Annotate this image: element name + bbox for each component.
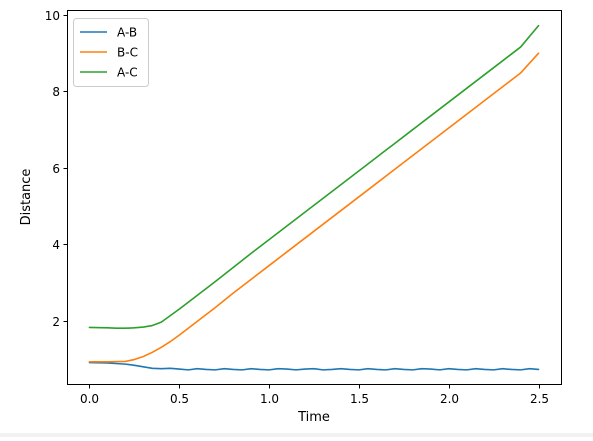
bottom-strip bbox=[0, 433, 593, 437]
series-line-b-c bbox=[88, 52, 540, 363]
y-axis-ticks: 2 4 6 8 10 bbox=[45, 9, 68, 329]
x-tick-label: 0.5 bbox=[170, 392, 189, 406]
y-tick-label: 4 bbox=[52, 238, 60, 252]
series-line-a-b bbox=[88, 361, 540, 371]
x-tick-label: 2.0 bbox=[440, 392, 459, 406]
x-tick-label: 2.5 bbox=[530, 392, 549, 406]
x-axis-label: Time bbox=[297, 410, 330, 425]
y-tick-label: 10 bbox=[45, 9, 60, 23]
legend-label: A-C bbox=[117, 66, 138, 80]
legend-entries: A-B B-C A-C bbox=[80, 26, 138, 80]
y-tick-label: 2 bbox=[52, 315, 60, 329]
legend-label: A-B bbox=[117, 26, 137, 40]
legend-box bbox=[73, 18, 149, 87]
x-axis-ticks: 0.0 0.5 1.0 1.5 2.0 2.5 bbox=[80, 384, 549, 406]
plot-frame bbox=[67, 10, 562, 385]
series-layer bbox=[88, 24, 540, 371]
y-tick-label: 6 bbox=[52, 162, 60, 176]
x-tick-label: 0.0 bbox=[80, 392, 99, 406]
legend: A-B B-C A-C bbox=[73, 18, 149, 87]
series-line-a-c bbox=[88, 24, 540, 330]
x-tick-label: 1.5 bbox=[350, 392, 369, 406]
y-tick-label: 8 bbox=[52, 85, 60, 99]
x-tick-label: 1.0 bbox=[260, 392, 279, 406]
y-axis-label: Distance bbox=[19, 169, 34, 226]
plot-area bbox=[67, 10, 561, 384]
legend-label: B-C bbox=[117, 46, 138, 60]
